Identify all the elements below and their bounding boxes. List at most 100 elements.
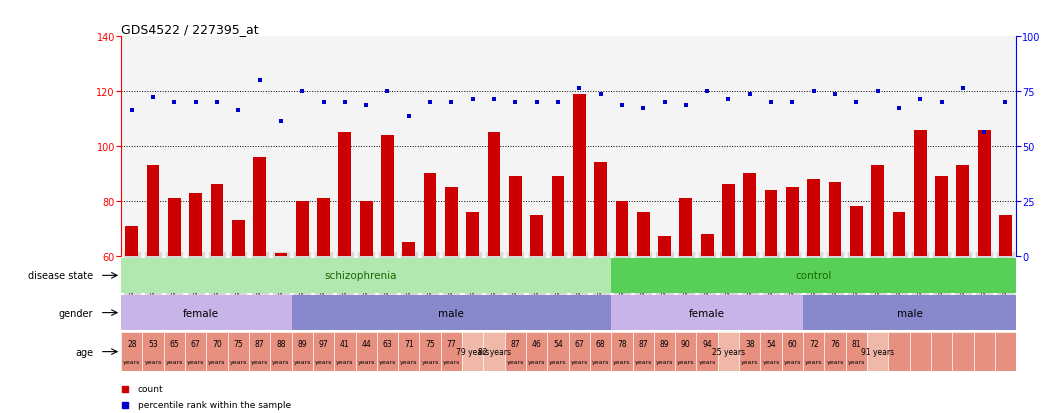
Bar bbox=[952, 332, 974, 371]
Bar bbox=[227, 332, 249, 371]
Text: years: years bbox=[357, 359, 375, 364]
Text: years: years bbox=[677, 359, 695, 364]
Bar bbox=[696, 332, 718, 371]
Text: 91 years: 91 years bbox=[861, 347, 894, 356]
Text: 76: 76 bbox=[830, 339, 840, 348]
Text: years: years bbox=[528, 359, 545, 364]
Bar bbox=[611, 295, 803, 330]
Bar bbox=[764, 190, 777, 256]
Text: 97: 97 bbox=[319, 339, 329, 348]
Bar bbox=[121, 258, 611, 293]
Bar bbox=[700, 234, 714, 256]
Text: 54: 54 bbox=[553, 339, 563, 348]
Bar bbox=[889, 332, 910, 371]
Bar bbox=[931, 332, 952, 371]
Bar bbox=[611, 332, 633, 371]
Bar bbox=[850, 207, 862, 256]
Text: male: male bbox=[897, 308, 922, 318]
Bar bbox=[569, 332, 590, 371]
Text: 67: 67 bbox=[574, 339, 584, 348]
Bar bbox=[739, 332, 760, 371]
Bar bbox=[381, 135, 394, 256]
Bar bbox=[419, 332, 441, 371]
Bar bbox=[271, 332, 292, 371]
Text: years: years bbox=[144, 359, 162, 364]
Text: years: years bbox=[635, 359, 652, 364]
Text: years: years bbox=[550, 359, 567, 364]
Bar bbox=[445, 188, 458, 256]
Text: years: years bbox=[400, 359, 417, 364]
Text: years: years bbox=[315, 359, 333, 364]
Bar bbox=[531, 215, 543, 256]
Bar bbox=[232, 221, 244, 256]
Bar bbox=[292, 332, 313, 371]
Bar bbox=[441, 332, 462, 371]
Text: 89: 89 bbox=[660, 339, 670, 348]
Text: gender: gender bbox=[59, 308, 94, 318]
Text: years: years bbox=[442, 359, 460, 364]
Text: 44: 44 bbox=[361, 339, 371, 348]
Text: age: age bbox=[75, 347, 94, 357]
Text: 63: 63 bbox=[382, 339, 393, 348]
Text: years: years bbox=[165, 359, 183, 364]
Bar bbox=[781, 332, 803, 371]
Text: 88: 88 bbox=[276, 339, 285, 348]
Bar bbox=[398, 332, 419, 371]
Text: 90: 90 bbox=[681, 339, 691, 348]
Text: female: female bbox=[689, 308, 726, 318]
Bar bbox=[637, 212, 650, 256]
Bar bbox=[743, 174, 756, 256]
Text: years: years bbox=[208, 359, 225, 364]
Text: years: years bbox=[592, 359, 610, 364]
Text: years: years bbox=[698, 359, 716, 364]
Text: years: years bbox=[421, 359, 439, 364]
Bar bbox=[275, 253, 287, 256]
Bar bbox=[995, 332, 1016, 371]
Text: years: years bbox=[294, 359, 311, 364]
Text: 72: 72 bbox=[809, 339, 818, 348]
Bar bbox=[658, 237, 671, 256]
Text: years: years bbox=[187, 359, 204, 364]
Text: years: years bbox=[656, 359, 673, 364]
Bar bbox=[760, 332, 781, 371]
Text: years: years bbox=[336, 359, 354, 364]
Text: 75: 75 bbox=[234, 339, 243, 348]
Text: control: control bbox=[795, 271, 832, 281]
Text: count: count bbox=[138, 384, 163, 393]
Text: years: years bbox=[571, 359, 588, 364]
Bar bbox=[679, 199, 692, 256]
Bar bbox=[163, 332, 185, 371]
Bar bbox=[893, 212, 906, 256]
Text: 82 years: 82 years bbox=[477, 347, 511, 356]
Bar bbox=[377, 332, 398, 371]
Bar bbox=[121, 295, 292, 330]
Text: 81: 81 bbox=[852, 339, 861, 348]
Text: 87: 87 bbox=[511, 339, 520, 348]
Bar bbox=[722, 185, 735, 256]
Bar bbox=[867, 332, 889, 371]
Text: 38: 38 bbox=[744, 339, 755, 348]
Text: disease state: disease state bbox=[28, 271, 94, 281]
Bar bbox=[616, 201, 629, 256]
Text: 28: 28 bbox=[127, 339, 137, 348]
Bar bbox=[590, 332, 611, 371]
Bar bbox=[786, 188, 799, 256]
Bar bbox=[956, 166, 969, 256]
Text: 89: 89 bbox=[297, 339, 307, 348]
Text: 87: 87 bbox=[638, 339, 648, 348]
Bar bbox=[829, 182, 841, 256]
Text: 54: 54 bbox=[767, 339, 776, 348]
Bar bbox=[718, 332, 739, 371]
Bar bbox=[504, 332, 526, 371]
Bar bbox=[211, 185, 223, 256]
Text: years: years bbox=[230, 359, 247, 364]
Bar bbox=[573, 95, 585, 256]
Text: GDS4522 / 227395_at: GDS4522 / 227395_at bbox=[121, 23, 259, 36]
Bar bbox=[594, 163, 607, 256]
Bar bbox=[910, 332, 931, 371]
Text: 78: 78 bbox=[617, 339, 627, 348]
Text: 77: 77 bbox=[446, 339, 456, 348]
Text: 75: 75 bbox=[425, 339, 435, 348]
Bar bbox=[292, 295, 611, 330]
Text: years: years bbox=[123, 359, 140, 364]
